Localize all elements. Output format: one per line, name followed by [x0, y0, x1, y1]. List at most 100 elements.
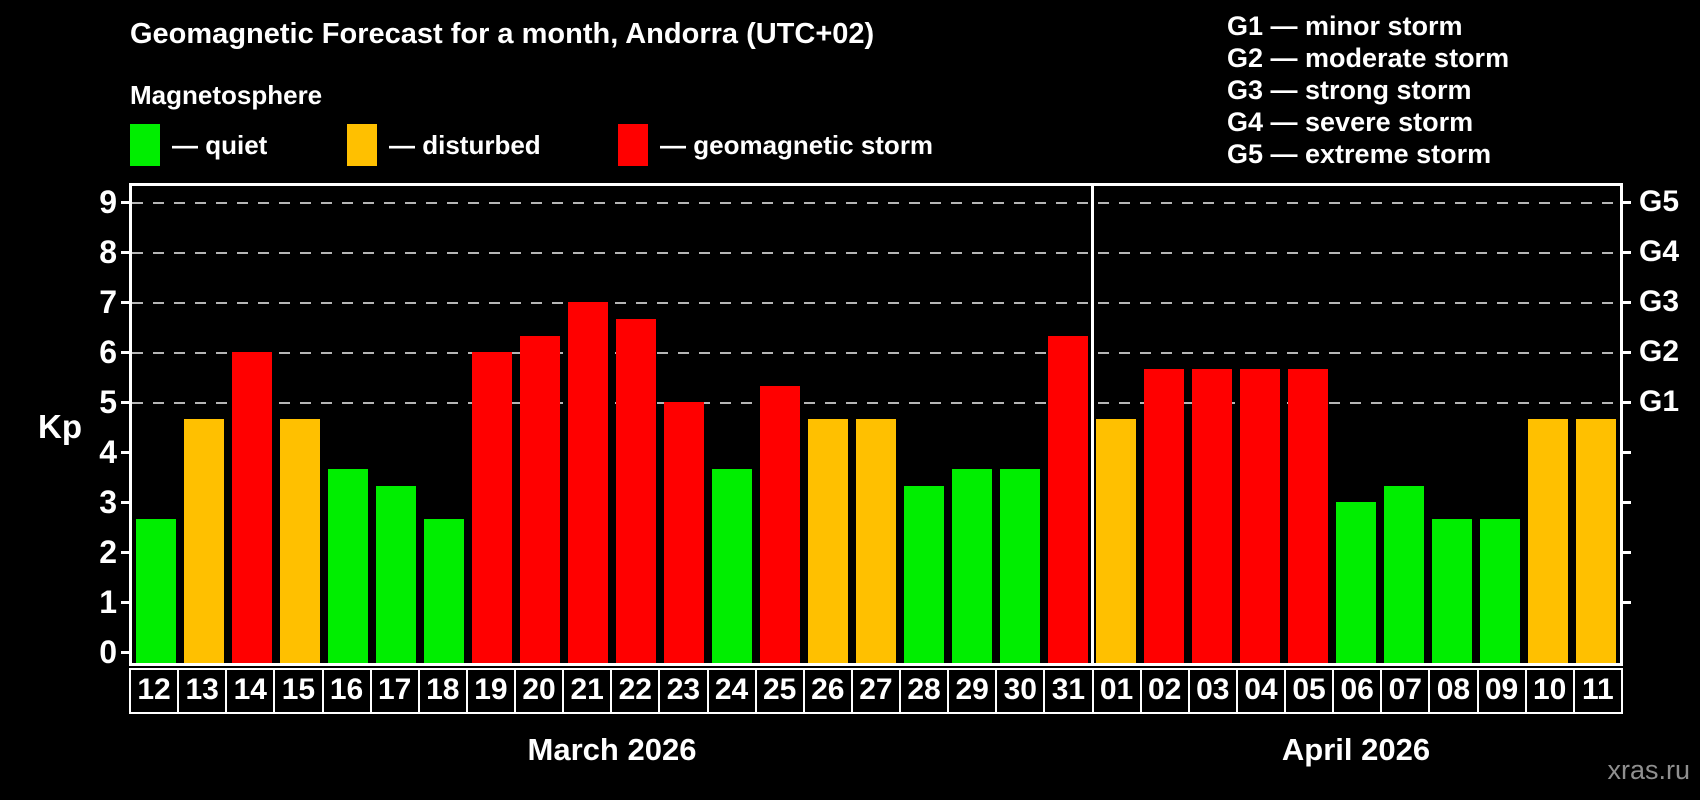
date-cell-21: 21 — [562, 668, 613, 714]
date-cell-18: 18 — [417, 668, 468, 714]
kp-bar-april-05 — [1288, 368, 1328, 663]
kp-bar-april-10 — [1528, 418, 1568, 663]
y-axis-tick-label: 6 — [99, 334, 117, 370]
date-cell-10: 10 — [1524, 668, 1575, 714]
kp-bar-march-27 — [856, 418, 896, 663]
kp-bar-april-09 — [1480, 518, 1520, 663]
right-axis-tick — [1623, 551, 1631, 554]
gridline-kp5 — [132, 402, 1620, 404]
kp-bar-march-19 — [472, 352, 512, 663]
date-cell-17: 17 — [369, 668, 420, 714]
kp-bar-march-18 — [424, 518, 464, 663]
date-cell-02: 02 — [1139, 668, 1190, 714]
date-cell-31: 31 — [1043, 668, 1094, 714]
date-cell-09: 09 — [1476, 668, 1527, 714]
date-cell-01: 01 — [1091, 668, 1142, 714]
date-cell-12: 12 — [129, 668, 180, 714]
gridline-kp7 — [132, 302, 1620, 304]
right-axis-tick — [1623, 201, 1631, 204]
g-level-label-g5: G5 — [1639, 185, 1680, 218]
kp-bar-march-20 — [520, 335, 560, 663]
kp-bar-march-21 — [568, 302, 608, 663]
kp-bar-march-28 — [904, 485, 944, 663]
right-axis-tick — [1623, 301, 1631, 304]
kp-bar-march-31 — [1048, 335, 1088, 663]
date-axis: 12 13 14 15 16 17 18 19 20 21 22 23 24 25 26 27 28 29 30 31… — [129, 668, 1623, 714]
kp-bar-march-16 — [328, 468, 368, 663]
y-axis-tick-label: 2 — [99, 534, 117, 570]
right-axis-tick — [1623, 251, 1631, 254]
g-level-label-g3: G3 — [1639, 285, 1680, 318]
kp-bar-march-25 — [760, 385, 800, 663]
date-cell-25: 25 — [754, 668, 805, 714]
kp-bar-march-24 — [712, 468, 752, 663]
magnetosphere-subtitle: Magnetosphere — [130, 80, 323, 110]
date-cell-06: 06 — [1332, 668, 1383, 714]
kp-bar-april-11 — [1576, 418, 1616, 663]
kp-bar-march-23 — [664, 402, 704, 663]
date-cell-15: 15 — [273, 668, 324, 714]
kp-bar-march-13 — [184, 418, 224, 663]
month-label-march: March 2026 — [527, 732, 697, 767]
kp-bar-april-01 — [1096, 418, 1136, 663]
g-scale-legend-line: G2 — moderate storm — [1227, 43, 1510, 73]
y-axis-tick-label: 5 — [99, 384, 117, 420]
date-cell-16: 16 — [321, 668, 372, 714]
date-cell-13: 13 — [177, 668, 228, 714]
month-divider — [1090, 186, 1094, 663]
date-cell-03: 03 — [1187, 668, 1238, 714]
right-axis-tick — [1623, 401, 1631, 404]
kp-bar-march-17 — [376, 485, 416, 663]
legend-label: — quiet — [172, 130, 268, 160]
kp-bar-march-14 — [232, 352, 272, 663]
y-axis-tick — [121, 451, 129, 454]
kp-bar-march-22 — [616, 318, 656, 663]
kp-bar-march-29 — [952, 468, 992, 663]
kp-bar-april-06 — [1336, 502, 1376, 663]
y-axis-tick — [121, 651, 129, 654]
right-axis-tick — [1623, 351, 1631, 354]
date-cell-23: 23 — [658, 668, 709, 714]
date-cell-08: 08 — [1428, 668, 1479, 714]
y-axis-tick — [121, 401, 129, 404]
kp-bar-march-12 — [136, 518, 176, 663]
kp-bar-april-07 — [1384, 485, 1424, 663]
y-axis-tick-label: 8 — [99, 234, 117, 270]
y-axis-tick-label: 3 — [99, 484, 117, 520]
storm-swatch-icon — [618, 124, 648, 166]
date-cell-11: 11 — [1572, 668, 1623, 714]
kp-bar-march-26 — [808, 418, 848, 663]
g-scale-legend: G1 — minor storm G2 — moderate storm G3 — … — [1227, 10, 1509, 170]
kp-bar-chart — [129, 183, 1623, 666]
kp-bar-march-15 — [280, 418, 320, 663]
y-axis-tick-label: 4 — [99, 434, 117, 470]
date-cell-30: 30 — [995, 668, 1046, 714]
date-cell-14: 14 — [225, 668, 276, 714]
y-axis-tick — [121, 301, 129, 304]
y-axis-tick-label: 0 — [99, 634, 117, 670]
gridline-kp9 — [132, 202, 1620, 204]
kp-bar-april-02 — [1144, 368, 1184, 663]
y-axis-tick-label: 1 — [99, 584, 117, 620]
kp-bar-april-08 — [1432, 518, 1472, 663]
y-axis-tick — [121, 251, 129, 254]
y-axis-tick-label: 9 — [99, 184, 117, 220]
g-scale-legend-line: G1 — minor storm — [1227, 11, 1463, 41]
date-cell-28: 28 — [899, 668, 950, 714]
legend-label: — geomagnetic storm — [660, 130, 934, 160]
right-axis-tick — [1623, 601, 1631, 604]
disturbed-swatch-icon — [347, 124, 377, 166]
date-cell-24: 24 — [706, 668, 757, 714]
watermark: xras.ru — [1607, 755, 1690, 785]
date-cell-07: 07 — [1380, 668, 1431, 714]
date-cell-29: 29 — [947, 668, 998, 714]
y-axis-tick — [121, 501, 129, 504]
gridline-kp6 — [132, 352, 1620, 354]
date-cell-20: 20 — [514, 668, 565, 714]
y-axis-tick — [121, 551, 129, 554]
y-axis-title: Kp — [38, 408, 82, 445]
g-scale-legend-line: G4 — severe storm — [1227, 107, 1474, 137]
right-axis-tick — [1623, 501, 1631, 504]
g-scale-legend-line: G3 — strong storm — [1227, 75, 1472, 105]
